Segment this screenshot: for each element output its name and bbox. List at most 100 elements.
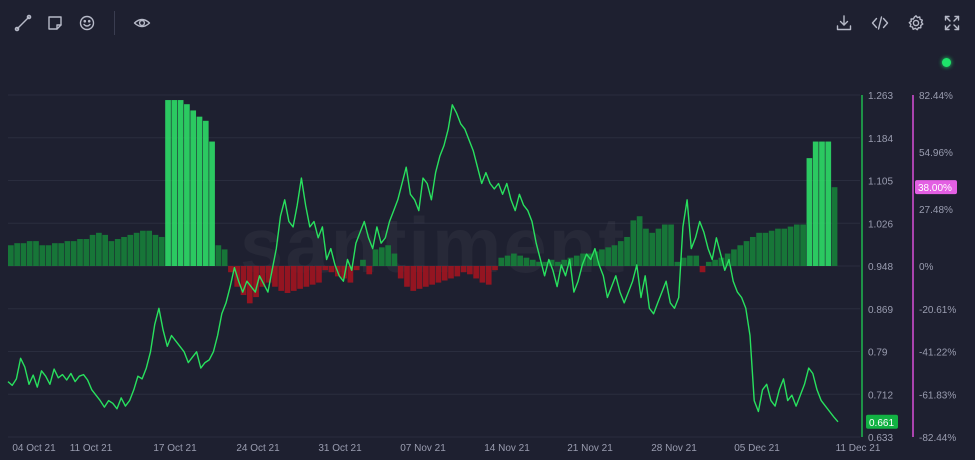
bar — [580, 253, 586, 266]
x-tick-label: 07 Nov 21 — [400, 443, 446, 454]
price-tick-label: 0.79 — [868, 348, 888, 359]
bar — [718, 257, 725, 266]
bar — [523, 257, 530, 266]
bar — [114, 239, 121, 266]
bar — [33, 241, 39, 266]
bar — [228, 266, 234, 273]
bar — [630, 220, 637, 266]
price-tick-label: 1.263 — [868, 91, 893, 102]
bar — [39, 245, 46, 266]
bar — [89, 234, 96, 266]
emoji-icon[interactable] — [76, 12, 98, 34]
draw-line-icon[interactable] — [12, 12, 34, 34]
bar — [812, 141, 819, 266]
bar — [391, 253, 398, 266]
bar — [668, 224, 674, 266]
percent-tick-label: 54.96% — [919, 148, 953, 159]
bar — [177, 100, 184, 266]
bar — [460, 266, 467, 273]
bar — [202, 120, 209, 266]
note-icon[interactable] — [44, 12, 66, 34]
bar — [649, 232, 656, 266]
bar — [756, 232, 762, 266]
percent-tick-label: 0% — [919, 262, 934, 273]
live-status-dot — [942, 58, 951, 67]
bar — [14, 243, 20, 266]
bar — [322, 266, 329, 271]
bar — [360, 259, 366, 266]
bar — [831, 187, 838, 266]
price-tick-label: 0.633 — [868, 433, 893, 444]
bar — [548, 259, 555, 266]
price-tick-label: 1.184 — [868, 134, 893, 145]
price-tick-label: 1.105 — [868, 177, 893, 188]
eye-icon[interactable] — [131, 12, 153, 34]
bar — [328, 266, 335, 273]
bar — [140, 230, 146, 266]
bar — [45, 245, 52, 266]
bar — [473, 266, 479, 279]
bar — [737, 245, 744, 266]
bar — [485, 266, 492, 285]
bar — [529, 259, 536, 266]
bar — [504, 255, 511, 266]
embed-code-icon[interactable] — [869, 12, 891, 34]
bar — [366, 266, 373, 275]
bar — [517, 255, 524, 266]
bar — [555, 261, 561, 266]
bar — [586, 253, 593, 266]
bar — [492, 266, 498, 271]
bar — [372, 249, 379, 266]
bar — [768, 230, 775, 266]
bar — [209, 141, 215, 266]
bar — [397, 266, 404, 279]
bar — [674, 261, 681, 266]
bar — [825, 141, 832, 266]
bar — [775, 228, 781, 266]
download-icon[interactable] — [833, 12, 855, 34]
bar — [184, 104, 190, 267]
bar — [410, 266, 417, 291]
x-tick-label: 11 Oct 21 — [70, 443, 113, 454]
bar — [133, 232, 140, 266]
bar — [190, 110, 197, 267]
x-tick-label: 24 Oct 21 — [236, 443, 280, 454]
bar — [731, 249, 737, 266]
x-tick-label: 17 Oct 21 — [153, 443, 197, 454]
bar — [819, 141, 825, 266]
percent-tick-label: 27.48% — [919, 205, 953, 216]
x-tick-label: 14 Nov 21 — [484, 443, 530, 454]
bar — [479, 266, 486, 283]
percent-tick-label: -82.44% — [919, 433, 956, 444]
bar — [303, 266, 310, 287]
bar — [290, 266, 297, 291]
bar — [599, 249, 605, 266]
bar — [353, 266, 360, 271]
bar — [221, 249, 228, 266]
bar — [108, 241, 115, 266]
bar — [416, 266, 423, 289]
bar — [20, 243, 27, 266]
x-tick-label: 11 Dec 21 — [836, 443, 881, 454]
percent-tick-label: -61.83% — [919, 390, 956, 401]
bar — [611, 245, 618, 266]
bar — [52, 243, 58, 266]
bar — [693, 255, 700, 266]
bar — [165, 100, 171, 266]
bar — [724, 253, 731, 266]
percent-tick-label: -41.22% — [919, 348, 956, 359]
price-tick-label: 0.712 — [868, 390, 893, 401]
bar — [680, 257, 687, 266]
bar — [542, 261, 549, 266]
bar — [687, 255, 693, 266]
settings-icon[interactable] — [905, 12, 927, 34]
current-price-label: 0.661 — [869, 418, 894, 429]
x-tick-label: 28 Nov 21 — [651, 443, 697, 454]
price-tick-label: 1.026 — [868, 219, 893, 230]
bar — [284, 266, 291, 293]
fullscreen-icon[interactable] — [941, 12, 963, 34]
bar — [762, 232, 769, 266]
bar-series — [8, 100, 838, 304]
bar — [536, 261, 542, 266]
